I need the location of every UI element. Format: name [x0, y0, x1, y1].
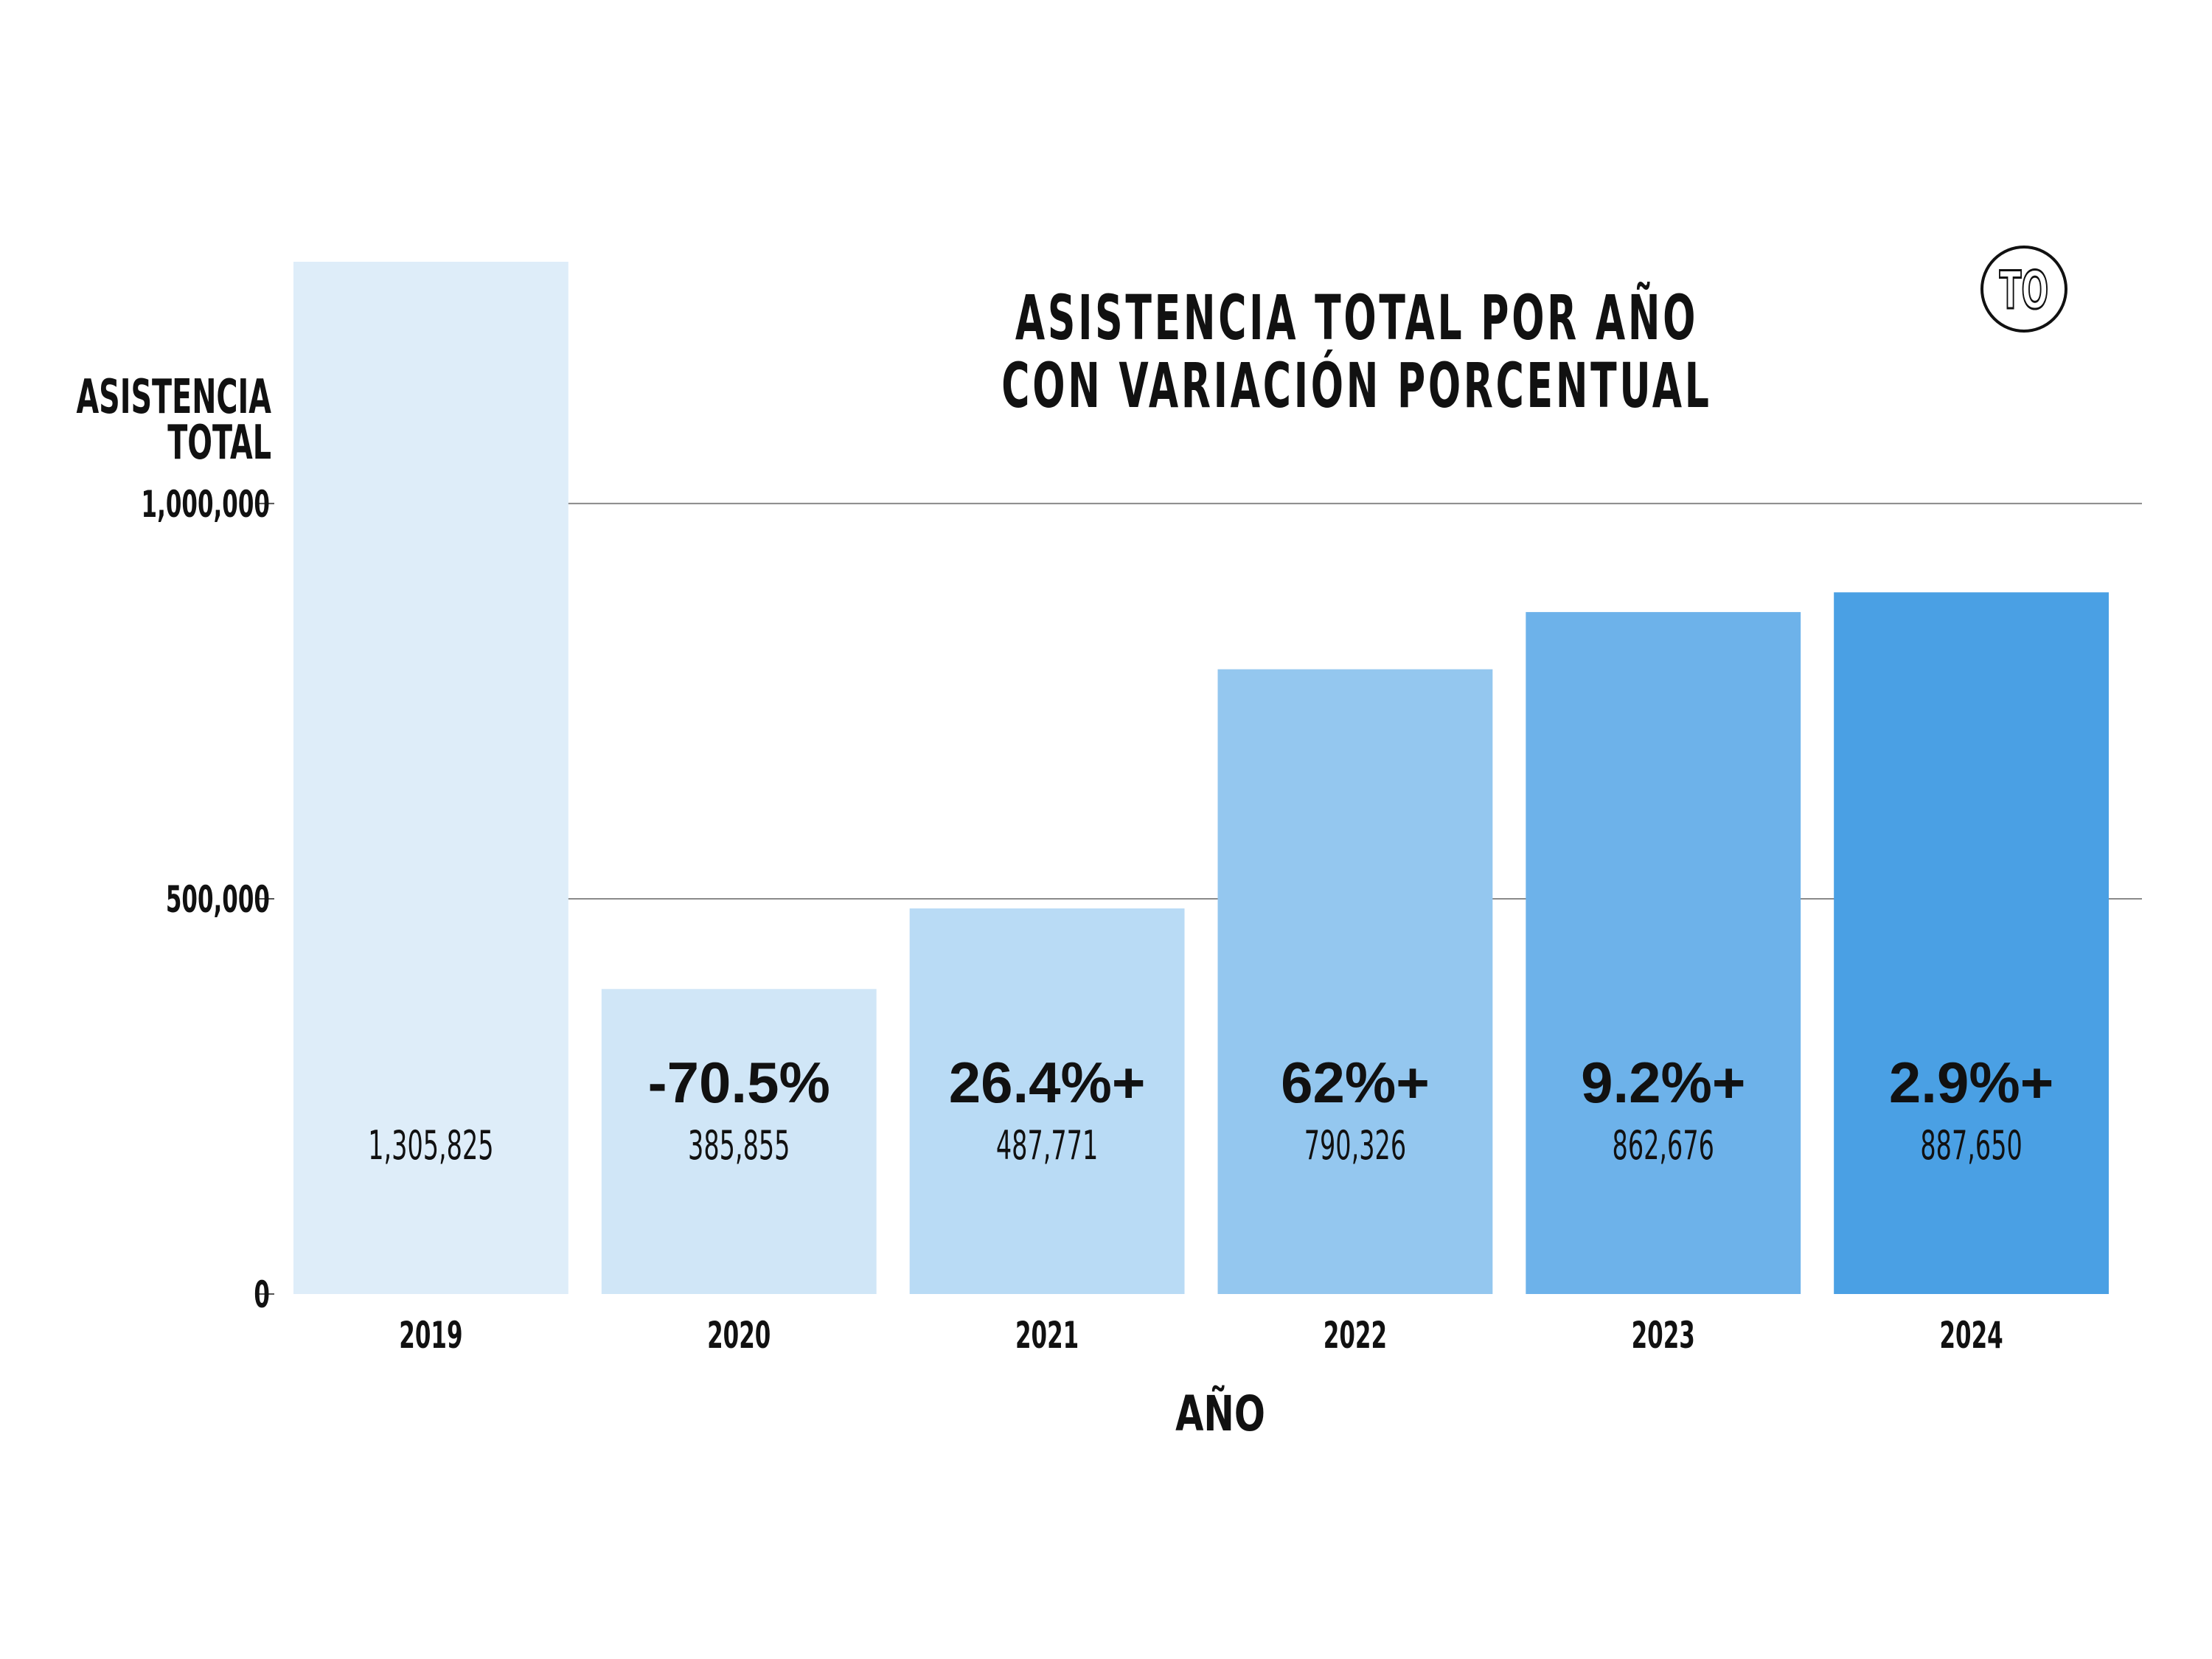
- value-label: 385,855: [688, 1122, 790, 1169]
- bar-2023: [1526, 612, 1801, 1294]
- y-axis-label-line-1: ASISTENCIA: [76, 369, 271, 425]
- x-tick-label: 2020: [707, 1313, 771, 1357]
- bar-2019: [293, 262, 568, 1294]
- y-axis-label-line-2: TOTAL: [167, 415, 271, 470]
- y-tick-label: 1,000,000: [142, 482, 270, 526]
- x-tick-label: 2022: [1324, 1313, 1387, 1357]
- y-tick-label: 500,000: [166, 877, 270, 921]
- value-label: 790,326: [1304, 1122, 1406, 1169]
- value-label: 887,650: [1920, 1122, 2022, 1169]
- chart-title-line-2: CON VARIACIÓN PORCENTUAL: [1001, 349, 1711, 422]
- x-tick-label: 2024: [1939, 1313, 2003, 1357]
- value-label: 862,676: [1613, 1122, 1714, 1169]
- bar-2022: [1217, 669, 1493, 1294]
- x-tick-label: 2023: [1632, 1313, 1695, 1357]
- y-tick-label: 0: [254, 1273, 270, 1316]
- change-label: 26.4%+: [949, 1050, 1146, 1115]
- value-label: 1,305,825: [368, 1122, 493, 1169]
- x-tick-label: 2021: [1015, 1313, 1079, 1357]
- chart-title-line-1: ASISTENCIA TOTAL POR AÑO: [1015, 282, 1698, 355]
- axes: 0 500,000 1,000,000 2019 2020 2021 2022 2023 202…: [142, 482, 2003, 1357]
- logo-text: TO: [2000, 260, 2048, 321]
- change-label: 62%+: [1281, 1050, 1430, 1115]
- x-axis-label: AÑO: [1175, 1385, 1265, 1442]
- bar-labels: 1,305,825 385,855 -70.5% 487,771 26.4%+ 790,3…: [368, 1050, 2053, 1169]
- change-label: 2.9%+: [1889, 1050, 2053, 1115]
- x-tick-label: 2019: [399, 1313, 462, 1357]
- bars: [293, 262, 2109, 1294]
- value-label: 487,771: [996, 1122, 1098, 1169]
- bar-2021: [909, 908, 1185, 1294]
- change-label: -70.5%: [648, 1050, 830, 1115]
- change-label: 9.2%+: [1581, 1050, 1745, 1115]
- bar-2024: [1834, 592, 2109, 1294]
- bar-2020: [601, 989, 877, 1294]
- logo: TO: [1980, 246, 2067, 333]
